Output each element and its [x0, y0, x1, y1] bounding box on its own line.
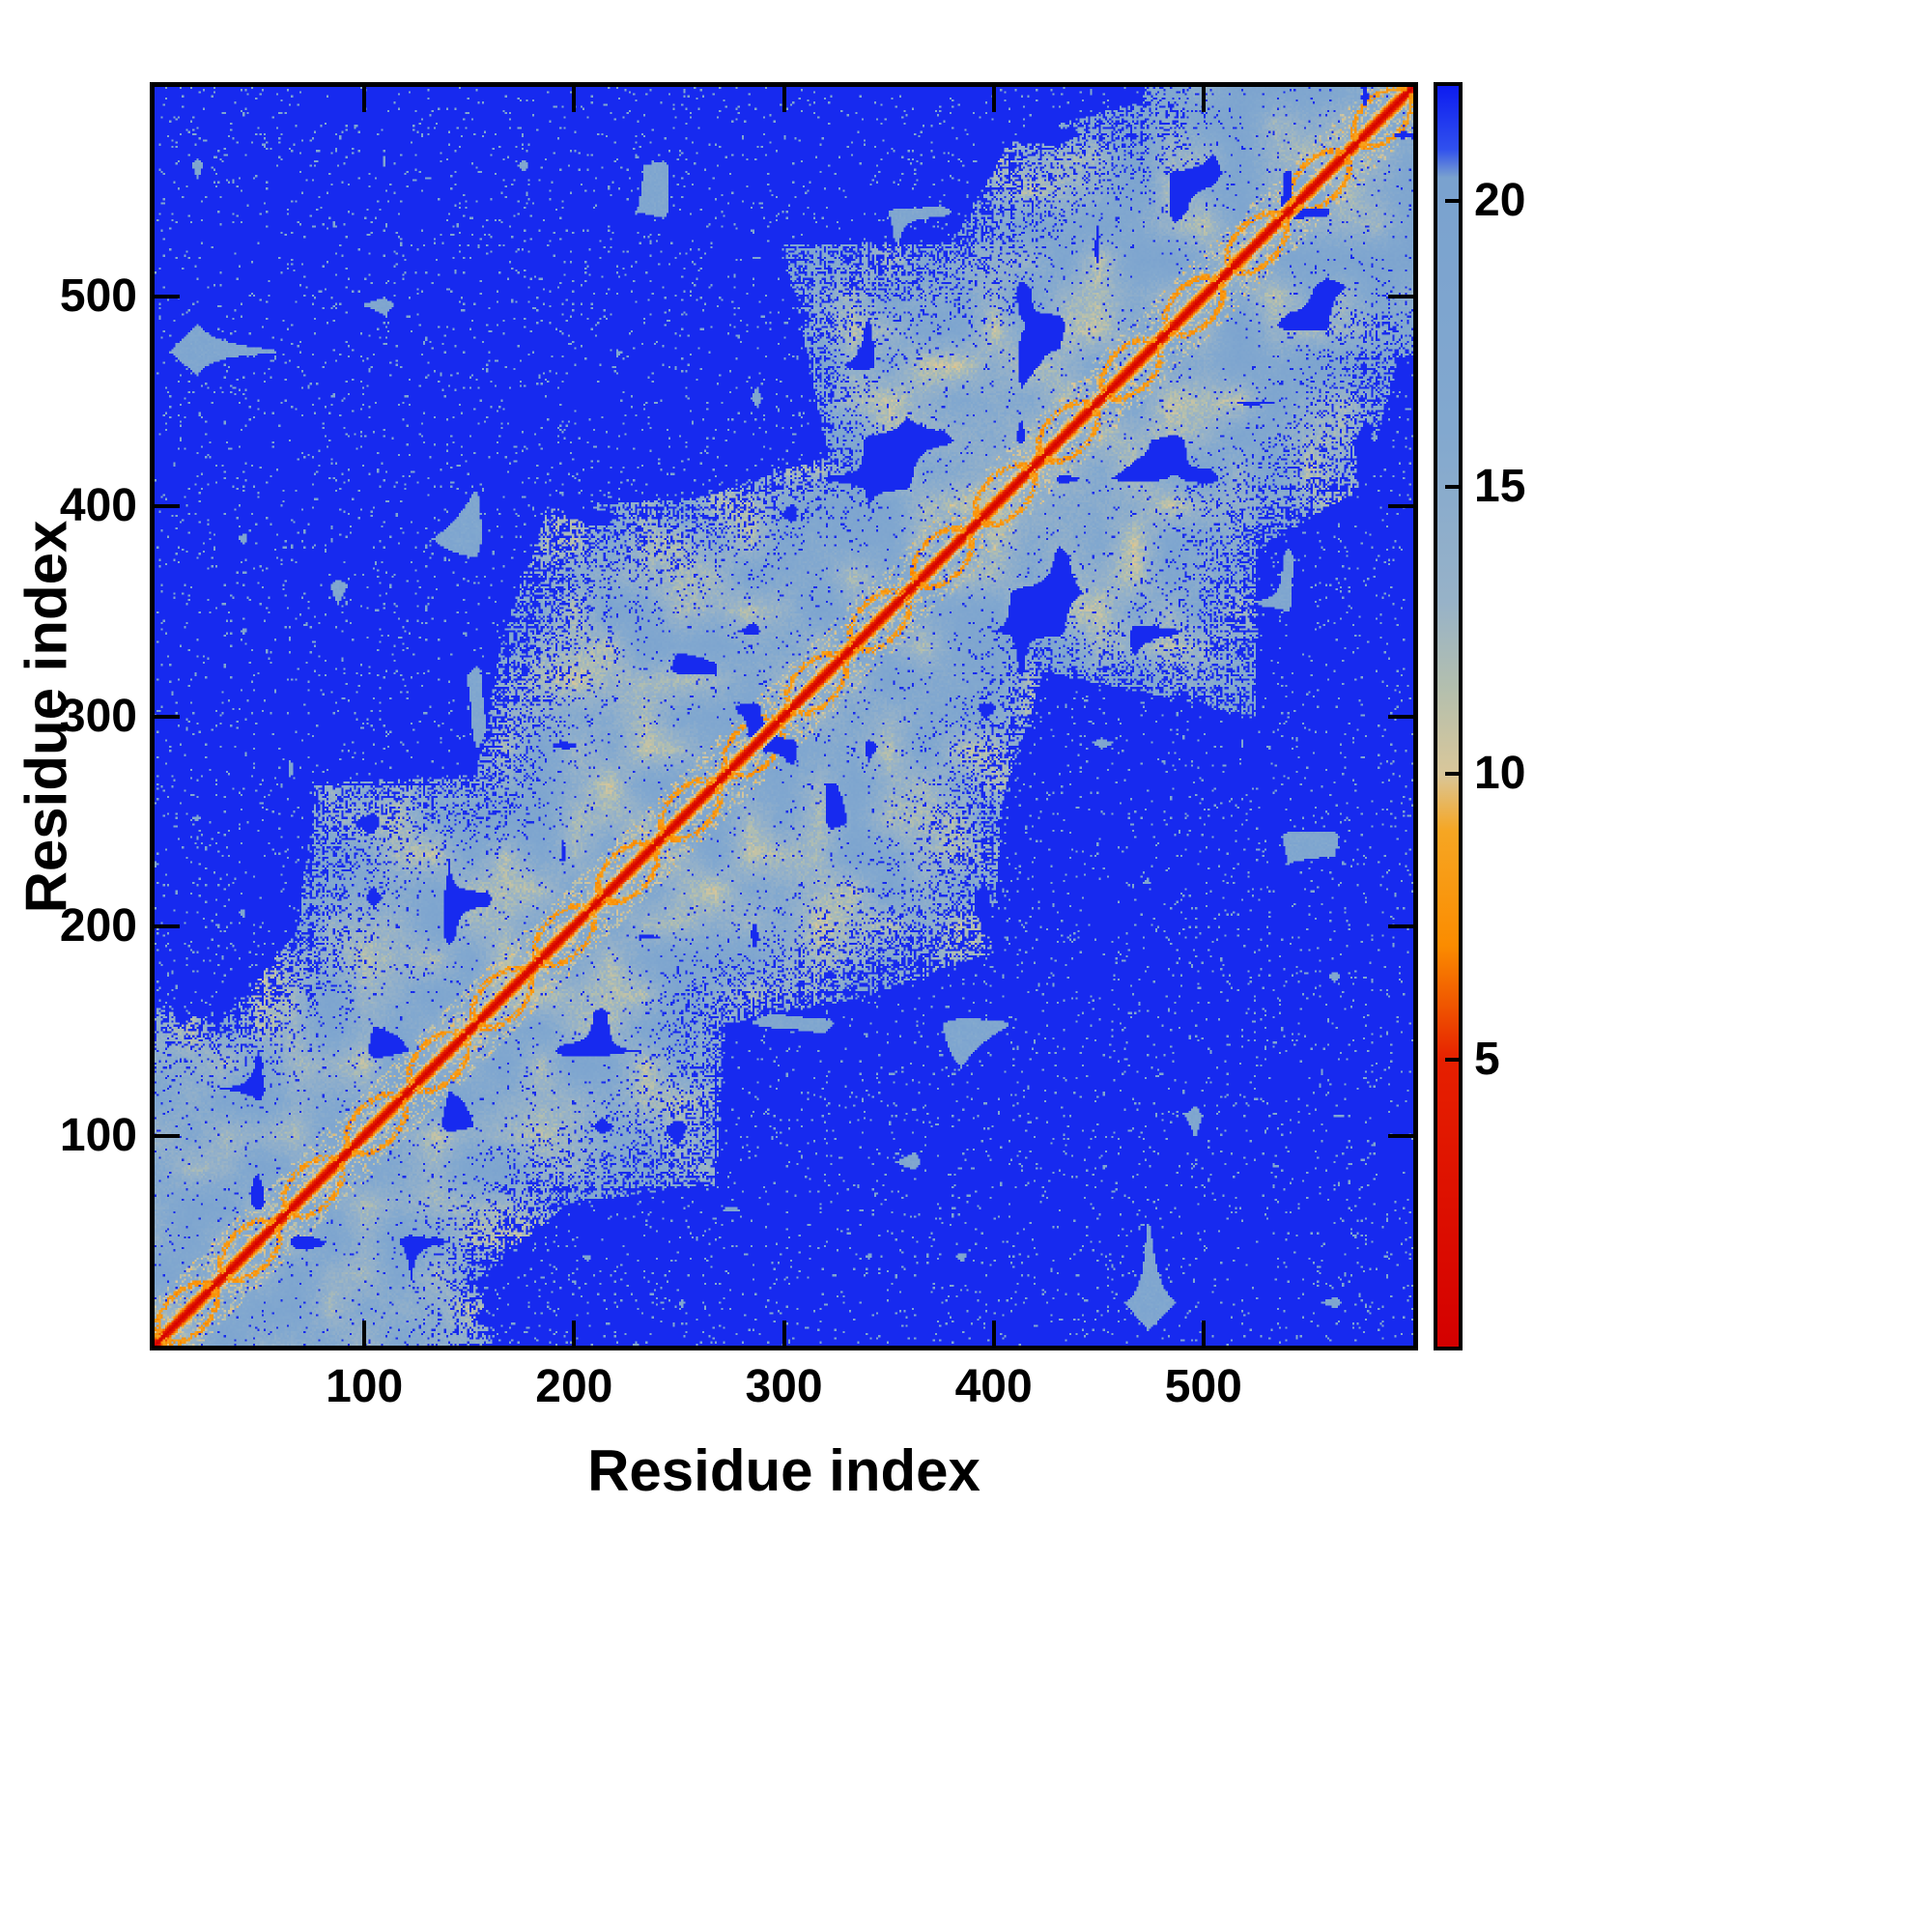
colorbar-tick-label: 5 — [1474, 1034, 1500, 1086]
y-tick — [1388, 714, 1413, 719]
x-tick — [572, 1321, 577, 1346]
colorbar-tick — [1445, 1058, 1459, 1063]
y-tick — [1388, 295, 1413, 299]
y-tick — [155, 504, 180, 509]
x-tick-label: 100 — [326, 1361, 404, 1412]
y-tick — [155, 714, 180, 719]
colorbar-tick-label: 10 — [1474, 747, 1526, 799]
plot-frame — [150, 82, 1418, 1350]
y-tick — [155, 923, 180, 928]
y-tick — [1388, 1133, 1413, 1138]
x-tick-label: 400 — [954, 1361, 1033, 1412]
x-tick — [781, 87, 786, 112]
y-tick — [155, 295, 180, 299]
x-axis-label: Residue index — [587, 1438, 980, 1503]
x-tick — [1201, 87, 1206, 112]
heatmap-canvas — [155, 87, 1413, 1346]
y-tick-label: 200 — [59, 899, 137, 952]
y-tick — [1388, 923, 1413, 928]
x-tick-label: 300 — [745, 1361, 823, 1412]
x-tick-label: 200 — [535, 1361, 613, 1412]
y-tick — [155, 1133, 180, 1138]
colorbar-tick — [1445, 198, 1459, 203]
y-tick — [1388, 504, 1413, 509]
y-tick-label: 500 — [59, 270, 137, 323]
x-tick — [362, 1321, 367, 1346]
x-tick — [991, 1321, 996, 1346]
x-tick-label: 500 — [1164, 1361, 1242, 1412]
x-tick — [781, 1321, 786, 1346]
x-tick — [362, 87, 367, 112]
y-tick-label: 100 — [59, 1109, 137, 1161]
x-tick — [572, 87, 577, 112]
colorbar — [1434, 82, 1463, 1350]
x-tick — [1201, 1321, 1206, 1346]
colorbar-tick-label: 20 — [1474, 174, 1526, 226]
x-tick — [991, 87, 996, 112]
colorbar-tick — [1445, 771, 1459, 776]
colorbar-tick — [1445, 485, 1459, 490]
y-tick-label: 300 — [59, 690, 137, 742]
colorbar-tick-label: 15 — [1474, 461, 1526, 513]
y-tick-label: 400 — [59, 480, 137, 532]
